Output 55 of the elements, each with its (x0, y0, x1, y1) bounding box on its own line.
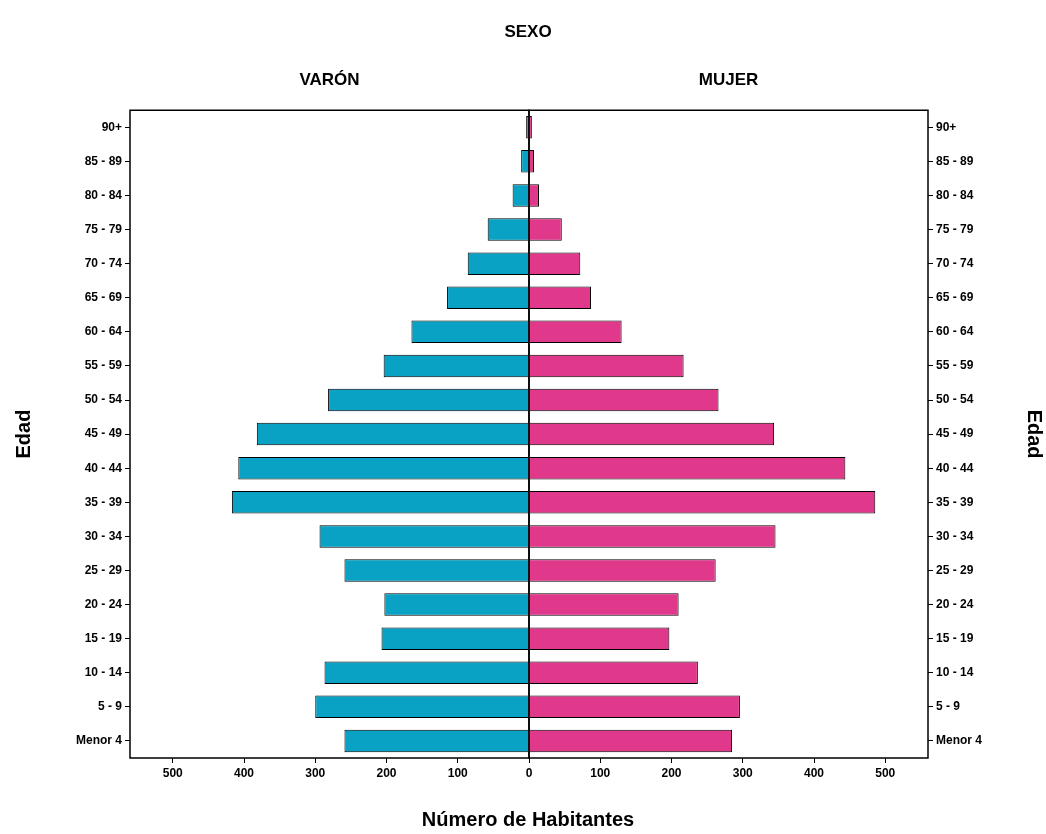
y-tick-label: 65 - 69 (84, 290, 123, 305)
y-tick-label: 70 - 74 (84, 255, 123, 270)
y-tick-label: 45 - 49 (936, 426, 974, 441)
y-axis-title: Edad (11, 409, 34, 459)
y-tick-label: 15 - 19 (84, 630, 123, 645)
y-axis-title: Edad (1024, 409, 1046, 459)
y-tick-label: 90+ (101, 119, 122, 134)
y-tick-label: 25 - 29 (936, 562, 974, 577)
chart-title: SEXO (504, 22, 552, 42)
y-tick-label: 20 - 24 (936, 596, 974, 611)
x-tick-label: 200 (376, 765, 397, 780)
x-tick-label: 500 (875, 765, 896, 780)
y-tick-label: 80 - 84 (936, 187, 974, 202)
y-tick-label: 70 - 74 (936, 255, 974, 270)
x-tick-label: 300 (305, 765, 326, 780)
y-tick-label: 25 - 29 (84, 562, 123, 577)
y-tick-label: 90+ (936, 119, 957, 134)
y-tick-label: 55 - 59 (936, 358, 974, 373)
y-tick-label: 5 - 9 (97, 699, 123, 714)
y-tick-label: 40 - 44 (936, 460, 974, 475)
y-tick-label: 15 - 19 (936, 630, 974, 645)
y-tick-label: 85 - 89 (936, 153, 974, 168)
y-tick-label: 75 - 79 (84, 221, 123, 236)
x-tick-label: 400 (803, 765, 825, 780)
y-tick-label: 80 - 84 (84, 187, 123, 202)
x-tick-label: 100 (590, 765, 611, 780)
y-tick-label: 60 - 64 (936, 324, 974, 339)
x-tick-label: 400 (233, 765, 255, 780)
y-tick-label: 30 - 34 (936, 528, 974, 543)
x-axis-title: Número de Habitantes (421, 808, 635, 831)
y-tick-label: 20 - 24 (84, 596, 123, 611)
y-tick-label: 35 - 39 (936, 494, 974, 509)
y-tick-label: Menor 4 (936, 733, 983, 748)
y-tick-label: 65 - 69 (936, 290, 974, 305)
y-tick-label: 50 - 54 (936, 392, 974, 407)
chart-subtitle: VARÓN (299, 70, 360, 90)
x-tick-label: 100 (447, 765, 469, 780)
y-tick-label: 50 - 54 (84, 392, 123, 407)
y-tick-label: 10 - 14 (936, 665, 974, 680)
x-tick-label: 300 (732, 765, 754, 780)
y-tick-label: 5 - 9 (936, 699, 961, 714)
y-tick-label: 55 - 59 (84, 358, 123, 373)
y-tick-label: 85 - 89 (84, 153, 123, 168)
y-tick-label: 60 - 64 (84, 324, 123, 339)
y-tick-label: 10 - 14 (84, 665, 123, 680)
y-tick-label: 35 - 39 (84, 494, 123, 509)
y-tick-label: 75 - 79 (936, 221, 974, 236)
x-tick-label: 200 (661, 765, 682, 780)
y-tick-label: 40 - 44 (84, 460, 123, 475)
y-tick-label: 30 - 34 (84, 528, 123, 543)
y-tick-label: 45 - 49 (84, 426, 123, 441)
x-tick-label: 500 (162, 765, 184, 780)
chart-subtitle: MUJER (698, 70, 759, 90)
y-tick-label: Menor 4 (75, 733, 123, 748)
x-tick-label: 0 (525, 765, 533, 780)
